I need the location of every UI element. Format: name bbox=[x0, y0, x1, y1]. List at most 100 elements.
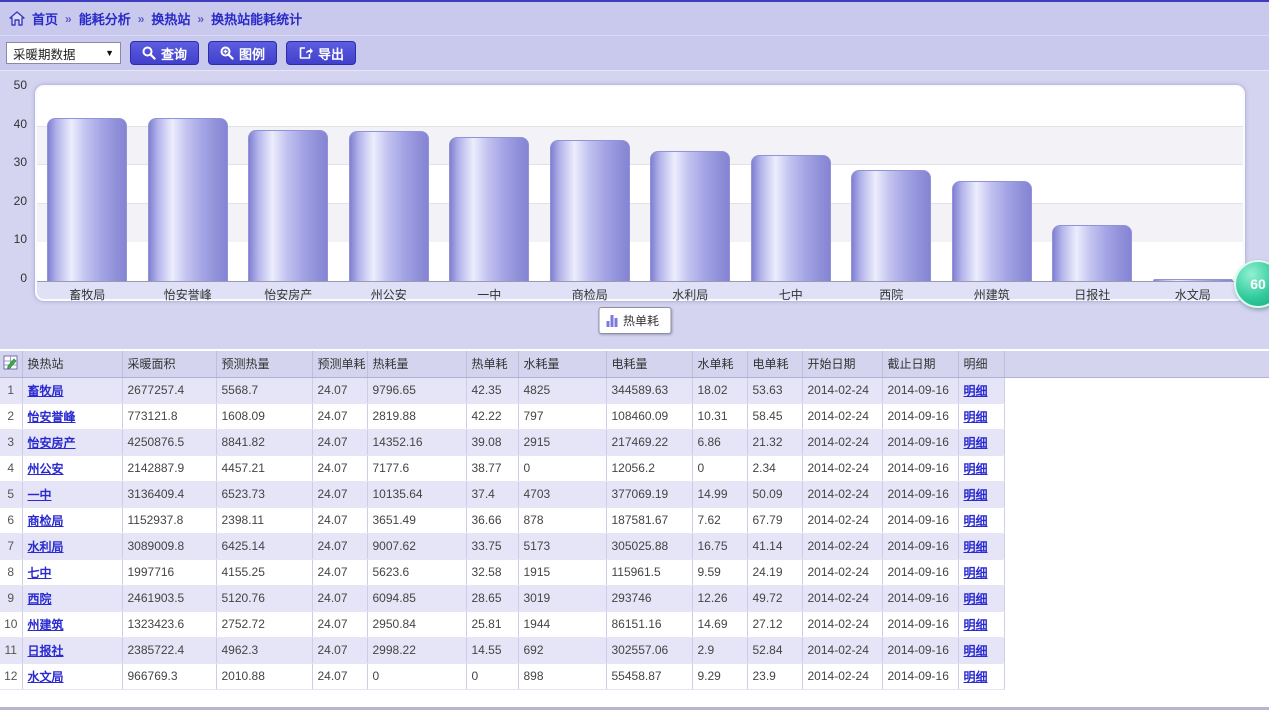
cell-采暖面积: 2142887.9 bbox=[122, 455, 217, 482]
column-header-3[interactable]: 预测热量 bbox=[216, 351, 313, 378]
bar-水利局 bbox=[650, 150, 731, 281]
row-filler bbox=[1004, 559, 1269, 585]
column-header-13[interactable]: 明细 bbox=[958, 351, 1005, 378]
column-header-9[interactable]: 水单耗 bbox=[692, 351, 748, 378]
detail-link-水文局[interactable]: 明细 bbox=[963, 669, 988, 684]
station-link-西院[interactable]: 西院 bbox=[27, 591, 52, 606]
detail-link-商检局[interactable]: 明细 bbox=[963, 513, 988, 528]
row-number: 8 bbox=[0, 559, 23, 586]
cell-水单耗: 7.62 bbox=[692, 507, 748, 534]
column-header-12[interactable]: 截止日期 bbox=[882, 351, 959, 378]
station-link-州建筑[interactable]: 州建筑 bbox=[27, 617, 64, 632]
station-link-州公安[interactable]: 州公安 bbox=[27, 461, 64, 476]
cell-热单耗: 32.58 bbox=[466, 559, 519, 586]
bar-怡安房产 bbox=[248, 130, 329, 281]
table-row-商检局: 6 商检局 1152937.8 2398.11 24.07 3651.49 36.66 878… bbox=[0, 507, 1269, 534]
cell-热耗量: 10135.64 bbox=[367, 481, 467, 508]
period-select-value: 采暖期数据 bbox=[13, 47, 76, 62]
query-button[interactable]: 查询 bbox=[130, 41, 200, 65]
breadcrumb-item-energy-analysis[interactable]: 能耗分析 bbox=[78, 12, 131, 27]
detail-cell: 明细 bbox=[958, 611, 1005, 638]
home-icon[interactable] bbox=[9, 11, 25, 26]
detail-link-日报社[interactable]: 明细 bbox=[963, 643, 988, 658]
refresh-countdown-badge[interactable]: 60 bbox=[1234, 260, 1269, 308]
y-axis-tick: 30 bbox=[13, 155, 27, 170]
table-row-日报社: 11 日报社 2385722.4 4962.3 24.07 2998.22 14.55 692… bbox=[0, 637, 1269, 664]
gridline bbox=[37, 202, 1243, 204]
chart-x-labels: 畜牧局 怡安誉峰 怡安房产 州公安 一中 商检局 水利局 七中 西院 州建筑 日报社 水文局 bbox=[37, 284, 1243, 303]
detail-link-怡安房产[interactable]: 明细 bbox=[963, 435, 988, 450]
station-link-日报社[interactable]: 日报社 bbox=[27, 643, 64, 658]
column-header-5[interactable]: 热耗量 bbox=[367, 351, 467, 378]
breadcrumb-separator: » bbox=[197, 11, 205, 26]
chart-legend[interactable]: 热单耗 bbox=[597, 307, 672, 334]
cell-采暖面积: 1152937.8 bbox=[122, 507, 217, 534]
cell-电耗量: 377069.19 bbox=[606, 481, 693, 508]
export-button[interactable]: 导出 bbox=[286, 41, 357, 65]
query-button-label: 查询 bbox=[161, 46, 188, 62]
detail-link-州建筑[interactable]: 明细 bbox=[963, 617, 988, 632]
station-link-商检局[interactable]: 商检局 bbox=[27, 513, 64, 528]
bar-slot bbox=[1042, 87, 1143, 281]
cell-水单耗: 9.59 bbox=[692, 559, 748, 586]
station-link-怡安誉峰[interactable]: 怡安誉峰 bbox=[27, 409, 76, 424]
station-link-畜牧局[interactable]: 畜牧局 bbox=[27, 383, 64, 398]
detail-link-畜牧局[interactable]: 明细 bbox=[963, 383, 988, 398]
station-link-一中[interactable]: 一中 bbox=[27, 487, 52, 502]
column-header-2[interactable]: 采暖面积 bbox=[122, 351, 217, 378]
detail-link-水利局[interactable]: 明细 bbox=[963, 539, 988, 554]
detail-cell: 明细 bbox=[958, 533, 1005, 560]
cell-热耗量: 7177.6 bbox=[367, 455, 467, 482]
station-link-七中[interactable]: 七中 bbox=[27, 565, 52, 580]
top-bar: 首页 » 能耗分析 » 换热站 » 换热站能耗统计 采暖期数据 ▼ 查询 bbox=[0, 0, 1269, 71]
column-header-6[interactable]: 热单耗 bbox=[466, 351, 519, 378]
station-link-水利局[interactable]: 水利局 bbox=[27, 539, 64, 554]
legend-button[interactable]: 图例 bbox=[208, 41, 278, 65]
detail-link-七中[interactable]: 明细 bbox=[963, 565, 988, 580]
column-header-8[interactable]: 电耗量 bbox=[606, 351, 693, 378]
table-header-row: 换热站 采暖面积 预测热量 预测单耗 热耗量 热单耗 水耗量 电耗量 水单耗 电单耗 开始日期 截止日… bbox=[0, 351, 1269, 378]
detail-link-怡安誉峰[interactable]: 明细 bbox=[963, 409, 988, 424]
cell-热耗量: 5623.6 bbox=[367, 559, 467, 586]
cell-预测热量: 5120.76 bbox=[216, 585, 313, 612]
period-select[interactable]: 采暖期数据 ▼ bbox=[6, 42, 121, 64]
cell-水耗量: 5173 bbox=[518, 533, 607, 560]
export-button-label: 导出 bbox=[318, 46, 345, 62]
cell-电单耗: 41.14 bbox=[747, 533, 803, 560]
detail-cell: 明细 bbox=[958, 429, 1005, 456]
cell-水单耗: 18.02 bbox=[692, 377, 748, 404]
column-header-10[interactable]: 电单耗 bbox=[747, 351, 803, 378]
cell-热耗量: 2950.84 bbox=[367, 611, 467, 638]
cell-电单耗: 2.34 bbox=[747, 455, 803, 482]
cell-水耗量: 878 bbox=[518, 507, 607, 534]
cell-采暖面积: 2677257.4 bbox=[122, 377, 217, 404]
cell-热耗量: 3651.49 bbox=[367, 507, 467, 534]
cell-截止日期: 2014-09-16 bbox=[882, 663, 959, 690]
cell-水耗量: 0 bbox=[518, 455, 607, 482]
detail-link-一中[interactable]: 明细 bbox=[963, 487, 988, 502]
breadcrumb-item-heat-station[interactable]: 换热站 bbox=[151, 12, 191, 27]
column-header-4[interactable]: 预测单耗 bbox=[312, 351, 368, 378]
column-header-7[interactable]: 水耗量 bbox=[518, 351, 607, 378]
detail-cell: 明细 bbox=[958, 559, 1005, 586]
detail-cell: 明细 bbox=[958, 585, 1005, 612]
breadcrumb-home[interactable]: 首页 bbox=[32, 12, 59, 27]
chart-plot-area bbox=[37, 87, 1243, 282]
toolbar: 采暖期数据 ▼ 查询 图例 bbox=[0, 36, 1269, 71]
cell-水单耗: 6.86 bbox=[692, 429, 748, 456]
detail-cell: 明细 bbox=[958, 481, 1005, 508]
detail-link-西院[interactable]: 明细 bbox=[963, 591, 988, 606]
station-link-怡安房产[interactable]: 怡安房产 bbox=[27, 435, 76, 450]
column-header-1[interactable]: 换热站 bbox=[22, 351, 123, 378]
row-filler bbox=[1004, 533, 1269, 559]
cell-采暖面积: 1997716 bbox=[122, 559, 217, 586]
cell-预测热量: 4457.21 bbox=[216, 455, 313, 482]
station-cell: 怡安誉峰 bbox=[22, 403, 123, 430]
bar-水文局 bbox=[1152, 279, 1233, 281]
search-icon bbox=[142, 46, 156, 60]
cell-预测单耗: 24.07 bbox=[312, 429, 368, 456]
column-header-11[interactable]: 开始日期 bbox=[802, 351, 883, 378]
station-link-水文局[interactable]: 水文局 bbox=[27, 669, 64, 684]
bar-slot bbox=[540, 87, 641, 281]
detail-link-州公安[interactable]: 明细 bbox=[963, 461, 988, 476]
